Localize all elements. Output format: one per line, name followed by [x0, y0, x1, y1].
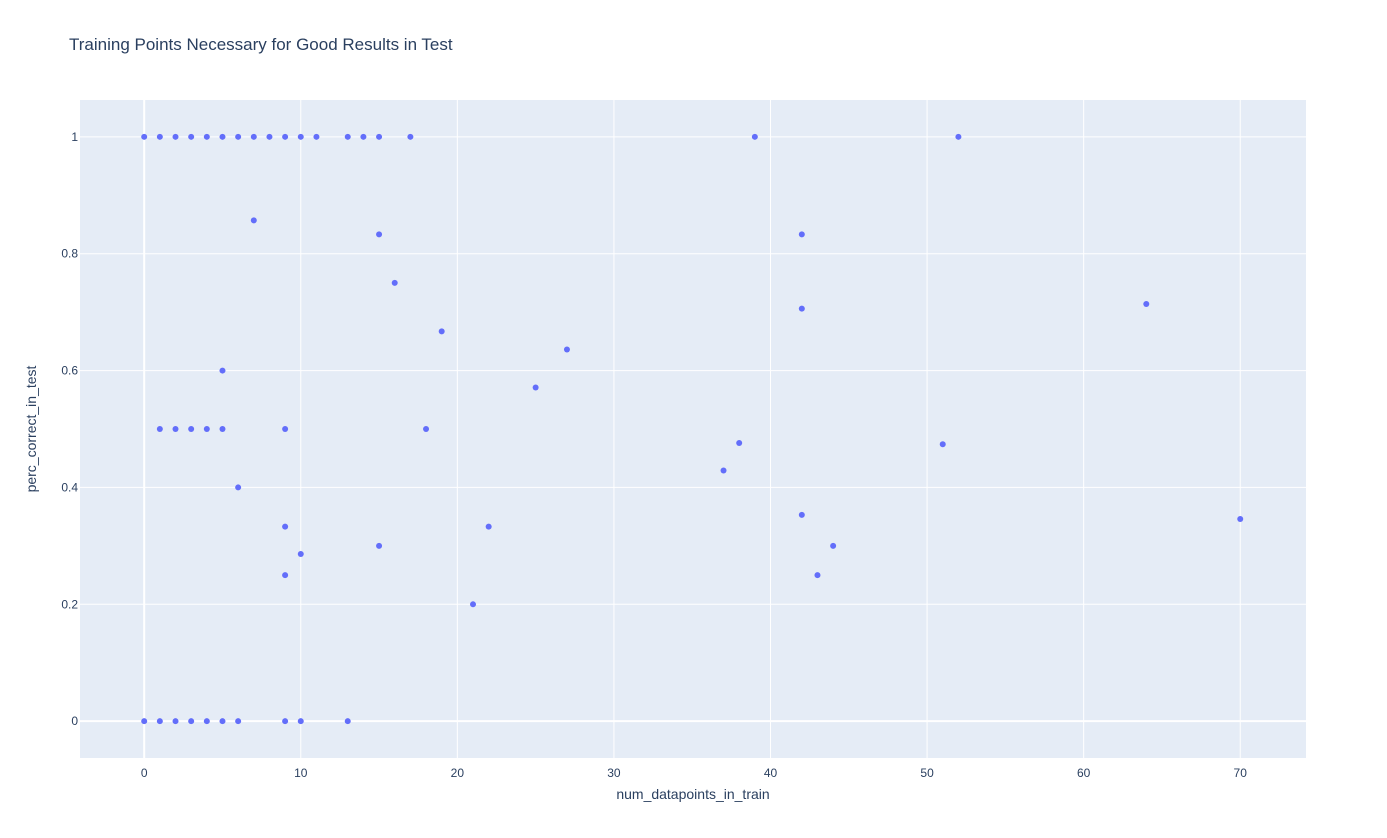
- scatter-point: [188, 426, 195, 432]
- scatter-point: [156, 718, 163, 725]
- scatter-point: [203, 133, 210, 140]
- scatter-point: [798, 305, 805, 312]
- scatter-point: [172, 426, 179, 432]
- y-tick-label: 0.6: [61, 364, 78, 378]
- scatter-point: [141, 718, 148, 725]
- scatter-point: [563, 346, 570, 353]
- scatter-point: [282, 718, 289, 725]
- scatter-point: [344, 133, 351, 140]
- scatter-point: [141, 133, 148, 140]
- scatter-point: [720, 467, 727, 474]
- scatter-point: [798, 231, 805, 238]
- x-tick-label: 40: [764, 766, 778, 780]
- scatter-point: [235, 718, 242, 725]
- x-tick-label: 50: [920, 766, 934, 780]
- scatter-point: [282, 523, 289, 530]
- x-tick-label: 60: [1077, 766, 1091, 780]
- data-points: [141, 133, 1244, 725]
- scatter-point: [282, 133, 289, 140]
- scatter-point: [814, 572, 821, 579]
- scatter-point: [188, 133, 195, 140]
- scatter-point: [172, 133, 179, 140]
- y-tick-label: 0.2: [61, 597, 78, 611]
- scatter-point: [203, 426, 210, 432]
- scatter-point: [1143, 300, 1150, 307]
- scatter-point: [391, 279, 398, 286]
- scatter-point: [156, 133, 163, 140]
- chart-title: Training Points Necessary for Good Resul…: [69, 35, 453, 54]
- x-tick-label: 10: [294, 766, 308, 780]
- scatter-point: [313, 133, 320, 140]
- scatter-point: [297, 718, 304, 725]
- scatter-point: [203, 718, 210, 725]
- scatter-point: [282, 426, 289, 432]
- x-axis-title: num_datapoints_in_train: [616, 786, 769, 802]
- scatter-point: [438, 328, 445, 335]
- y-axis-title: perc_correct_in_test: [23, 365, 39, 492]
- scatter-point: [407, 133, 414, 140]
- y-tick-label: 0.8: [61, 247, 78, 261]
- plot-area: [80, 100, 1306, 758]
- scatter-point: [219, 426, 226, 432]
- scatter-point: [485, 523, 492, 530]
- scatter-point: [376, 231, 383, 238]
- scatter-point: [235, 133, 242, 140]
- scatter-point: [344, 718, 351, 725]
- y-tick-label: 0.4: [61, 480, 78, 494]
- scatter-point: [235, 484, 242, 491]
- scatter-point: [955, 133, 962, 140]
- scatter-point: [532, 384, 539, 391]
- scatter-point: [266, 133, 273, 140]
- scatter-point: [188, 718, 195, 725]
- scatter-point: [219, 367, 226, 374]
- scatter-point: [250, 133, 257, 140]
- scatter-point: [172, 718, 179, 725]
- scatter-point: [376, 542, 383, 549]
- y-tick-label: 0: [71, 714, 78, 728]
- scatter-point: [423, 426, 430, 432]
- scatter-point: [939, 441, 946, 448]
- scatter-point: [376, 133, 383, 140]
- grid-lines: [80, 100, 1306, 758]
- scatter-point: [297, 551, 304, 558]
- scatter-point: [736, 440, 743, 447]
- y-tick-label: 1: [71, 130, 78, 144]
- scatter-point: [798, 511, 805, 518]
- x-tick-label: 70: [1234, 766, 1248, 780]
- x-tick-label: 20: [451, 766, 465, 780]
- tick-labels: 0 10 20 30 40 50 60 70 0 0.2 0.4 0.6 0.8 1: [61, 130, 1247, 780]
- scatter-point: [282, 572, 289, 579]
- scatter-point: [830, 542, 837, 549]
- scatter-point: [360, 133, 367, 140]
- scatter-point: [1237, 515, 1244, 522]
- scatter-point: [297, 133, 304, 140]
- x-tick-label: 0: [141, 766, 148, 780]
- scatter-point: [156, 426, 163, 432]
- x-tick-label: 30: [607, 766, 621, 780]
- scatter-point: [751, 133, 758, 140]
- scatter-point: [470, 601, 477, 608]
- scatter-point: [250, 217, 257, 224]
- scatter-point: [219, 133, 226, 140]
- scatter-point: [219, 718, 226, 725]
